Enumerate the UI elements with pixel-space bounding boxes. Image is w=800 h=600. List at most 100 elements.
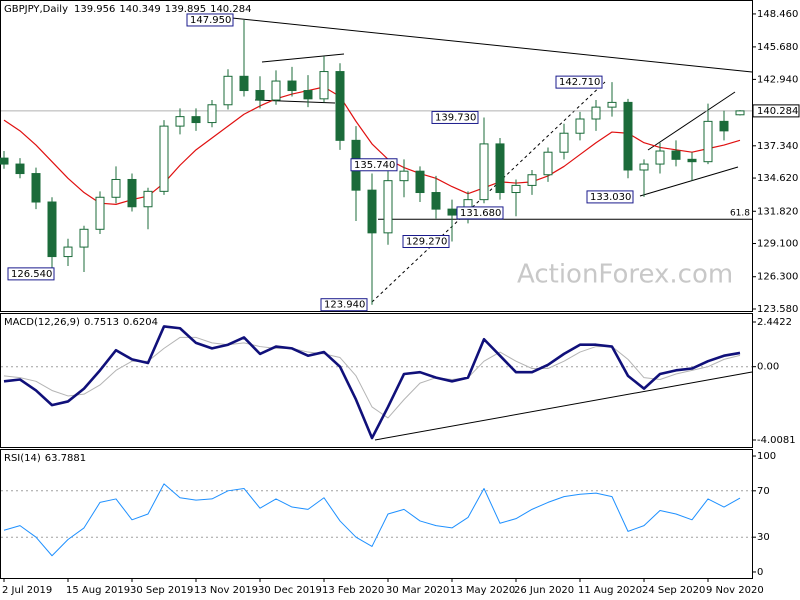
symbol: GBPJPY,Daily <box>4 4 68 15</box>
x-tick-label: 2 Jul 2019 <box>2 585 52 596</box>
moving-average <box>3 86 741 205</box>
candle-body <box>703 120 713 163</box>
candle-body <box>319 71 329 100</box>
x-tick-label: 15 Aug 2019 <box>66 585 130 596</box>
candle-body <box>383 180 393 234</box>
x-tick-label: 11 Aug 2020 <box>578 585 642 596</box>
candle-body <box>719 120 729 132</box>
candle-body <box>447 208 457 216</box>
candle-body <box>655 150 665 165</box>
macd-line <box>3 325 741 440</box>
annotation-box <box>350 158 398 172</box>
x-tick-label: 26 Jun 2020 <box>514 585 574 596</box>
x-tick-label: 30 Sep 2019 <box>130 585 193 596</box>
rsi-header: RSI(14) 63.7881 <box>4 453 86 464</box>
price-annotation: 139.730 <box>431 110 479 124</box>
annotation-label: 133.030 <box>590 192 631 203</box>
candle-body <box>511 184 521 194</box>
trend-line <box>231 17 753 73</box>
y-tick-label: 0.00 <box>757 362 779 373</box>
rsi-last: 63.7881 <box>45 453 86 464</box>
current-price-box <box>752 104 800 118</box>
candle-body <box>175 116 185 127</box>
price-annotation: 133.030 <box>586 190 634 204</box>
macd-panel-frame <box>0 313 753 448</box>
watermark: ActionForex.com <box>517 260 733 290</box>
annotation-box <box>186 13 234 27</box>
candle-body <box>0 157 9 165</box>
candle-body <box>191 116 201 124</box>
price-annotation: 123.940 <box>320 298 368 312</box>
candle-body <box>239 75 249 92</box>
annotation-box <box>320 298 368 312</box>
y-tick-label: 148.460 <box>757 9 798 20</box>
price-annotation: 135.740 <box>350 158 398 172</box>
candle-body <box>687 158 697 163</box>
candle-body <box>527 174 537 186</box>
price-annotation: 131.680 <box>456 206 504 220</box>
annotation-label: 131.680 <box>460 208 501 219</box>
candle-body <box>111 178 121 198</box>
x-tick-label: 30 Dec 2019 <box>258 585 322 596</box>
price-annotation: 142.710 <box>555 75 603 89</box>
candle-body <box>639 163 649 171</box>
x-tick-label: 13 May 2020 <box>450 585 515 596</box>
candle-body <box>255 90 265 101</box>
candle-body <box>495 143 505 194</box>
candle-body <box>431 192 441 210</box>
x-tick-label: 24 Sep 2020 <box>642 585 705 596</box>
y-tick-label: -4.0081 <box>757 435 796 446</box>
y-tick-label: 126.300 <box>757 272 798 283</box>
candle-body <box>207 104 217 124</box>
candle-body <box>223 75 233 106</box>
price-panel-frame <box>0 0 753 312</box>
last-low: 139.895 <box>165 4 206 15</box>
header: GBPJPY,Daily 139.956 140.349 139.895 140.284 <box>4 4 251 15</box>
y-tick-label: 131.820 <box>757 206 798 217</box>
candle-body <box>591 106 601 120</box>
annotation-box <box>431 110 479 124</box>
candle-body <box>735 110 745 116</box>
candle-body <box>303 90 313 100</box>
y-tick-label: 100 <box>757 451 776 462</box>
candle-body <box>367 189 377 234</box>
last-close: 140.284 <box>210 4 251 15</box>
last-open: 139.956 <box>74 4 115 15</box>
macd-title: MACD(12,26,9) <box>4 317 80 328</box>
trend-line <box>261 53 345 63</box>
y-tick-label: 142.940 <box>757 74 798 85</box>
macd-last: 0.7513 <box>84 317 119 328</box>
trend-line <box>374 371 753 441</box>
y-tick-label: 2.4422 <box>757 317 792 328</box>
y-tick-label: 123.580 <box>757 304 798 315</box>
candle-body <box>271 80 281 101</box>
last-high: 140.349 <box>119 4 160 15</box>
candle-body <box>399 170 409 182</box>
annotation-box <box>586 190 634 204</box>
current-price-label: 140.284 <box>757 106 798 117</box>
candle-body <box>415 170 425 194</box>
annotation-box <box>402 235 450 249</box>
candle-body <box>159 125 169 192</box>
candle-body <box>623 101 633 171</box>
candle-body <box>15 163 25 175</box>
annotation-label: 147.950 <box>190 15 231 26</box>
annotation-box <box>7 267 55 281</box>
annotation-box <box>456 206 504 220</box>
trend-line <box>639 166 739 197</box>
candle-body <box>543 151 553 176</box>
price-annotation: 126.540 <box>7 267 55 281</box>
candle-body <box>287 80 297 92</box>
candle-body <box>479 143 489 201</box>
rsi-line <box>3 483 741 557</box>
annotation-label: 129.270 <box>406 237 447 248</box>
rsi-panel-frame <box>0 449 753 579</box>
y-tick-label: 134.620 <box>757 173 798 184</box>
candle-body <box>95 196 105 230</box>
annotation-label: 126.540 <box>11 269 52 280</box>
macd-header: MACD(12,26,9) 0.7513 0.6204 <box>4 317 158 328</box>
y-tick-label: 30 <box>757 532 770 543</box>
x-tick-label: 9 Nov 2020 <box>706 585 764 596</box>
